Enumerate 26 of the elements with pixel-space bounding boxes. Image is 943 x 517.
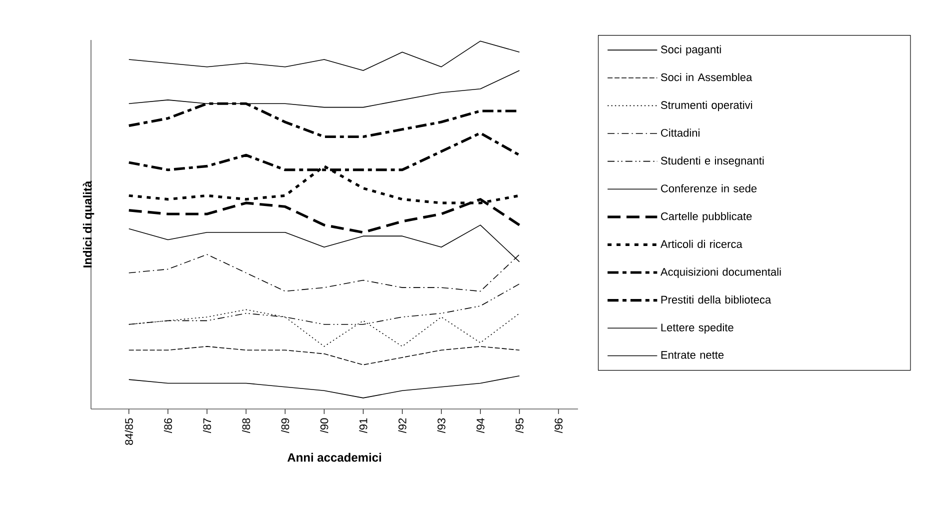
- x-tick-label: /89: [281, 418, 290, 434]
- legend-label: Studenti e insegnanti: [660, 156, 764, 167]
- x-tick-label: /93: [437, 418, 446, 434]
- legend-label: Conferenze in sede: [661, 184, 757, 192]
- legend-label: Acquisizioni documentali: [660, 268, 781, 278]
- legend-label: Soci in Assemblea: [660, 73, 752, 82]
- y-axis-title: Indici di qualità: [82, 180, 94, 268]
- legend-label: Cittadini: [661, 128, 700, 137]
- x-tick-label: /92: [398, 418, 406, 434]
- x-axis-title: Anni accademici: [287, 452, 381, 462]
- x-tick-label: /91: [359, 418, 368, 434]
- x-tick-label: /96: [554, 418, 563, 434]
- x-tick-label: /95: [515, 418, 524, 434]
- legend-label: Cartelle pubblicate: [661, 212, 752, 222]
- legend-label: Soci paganti: [660, 45, 721, 56]
- x-tick-label: 84/85: [124, 418, 133, 445]
- x-tick-label: /86: [164, 418, 172, 434]
- legend-label: Prestiti della biblioteca: [661, 296, 772, 304]
- legend-label: Strumenti operativi: [660, 100, 752, 112]
- legend-label: Articoli di ricerca: [660, 240, 742, 248]
- x-tick-label: /90: [320, 418, 328, 434]
- x-tick-label: /87: [202, 418, 212, 434]
- x-tick-label: /88: [242, 418, 250, 434]
- legend-label: Lettere spedite: [661, 323, 734, 334]
- legend-label: Entrate nette: [661, 351, 724, 359]
- x-tick-label: /94: [476, 418, 484, 434]
